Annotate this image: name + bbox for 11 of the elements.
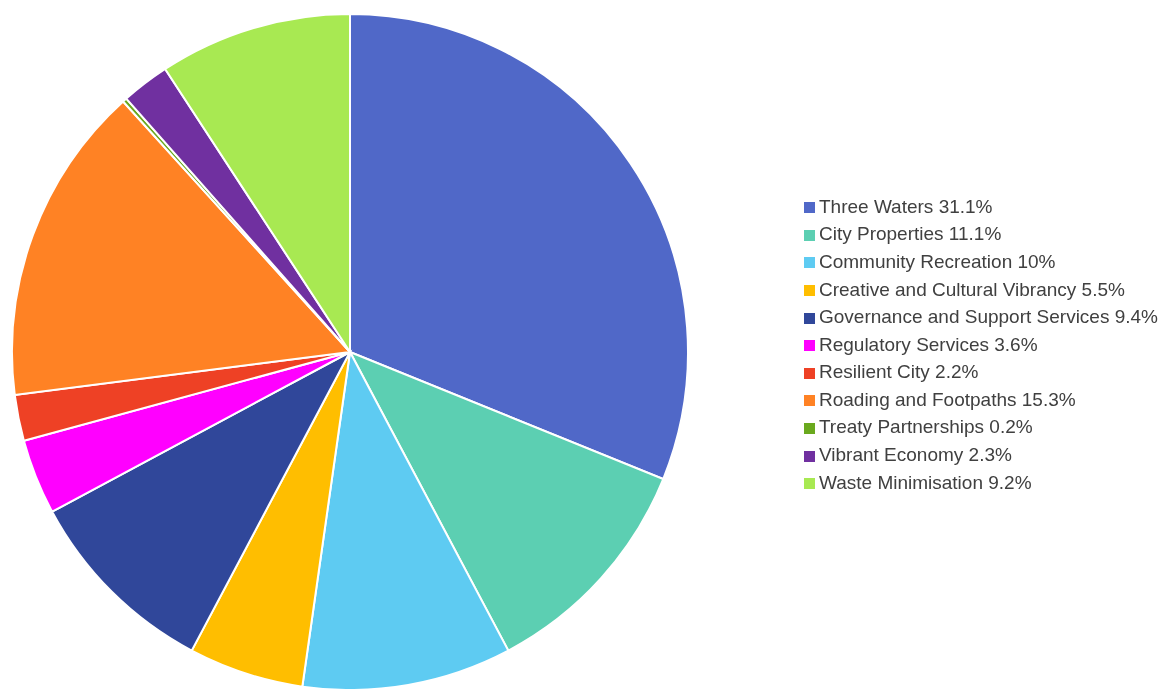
legend-label: Three Waters 31.1%: [818, 195, 993, 217]
legend-label: Vibrant Economy 2.3%: [818, 444, 1012, 466]
legend-label: Waste Minimisation 9.2%: [818, 471, 1032, 493]
legend-label: Governance and Support Services 9.4%: [818, 306, 1158, 328]
legend-label: City Properties 11.1%: [818, 223, 1002, 245]
legend-label: Regulatory Services 3.6%: [818, 333, 1038, 355]
legend-label: Treaty Partnerships 0.2%: [818, 416, 1033, 438]
legend-label: Resilient City 2.2%: [818, 361, 979, 383]
legend-label: Creative and Cultural Vibrancy 5.5%: [818, 278, 1125, 300]
legend-label: Roading and Footpaths 15.3%: [818, 388, 1076, 410]
legend-label: Community Recreation 10%: [818, 250, 1056, 272]
